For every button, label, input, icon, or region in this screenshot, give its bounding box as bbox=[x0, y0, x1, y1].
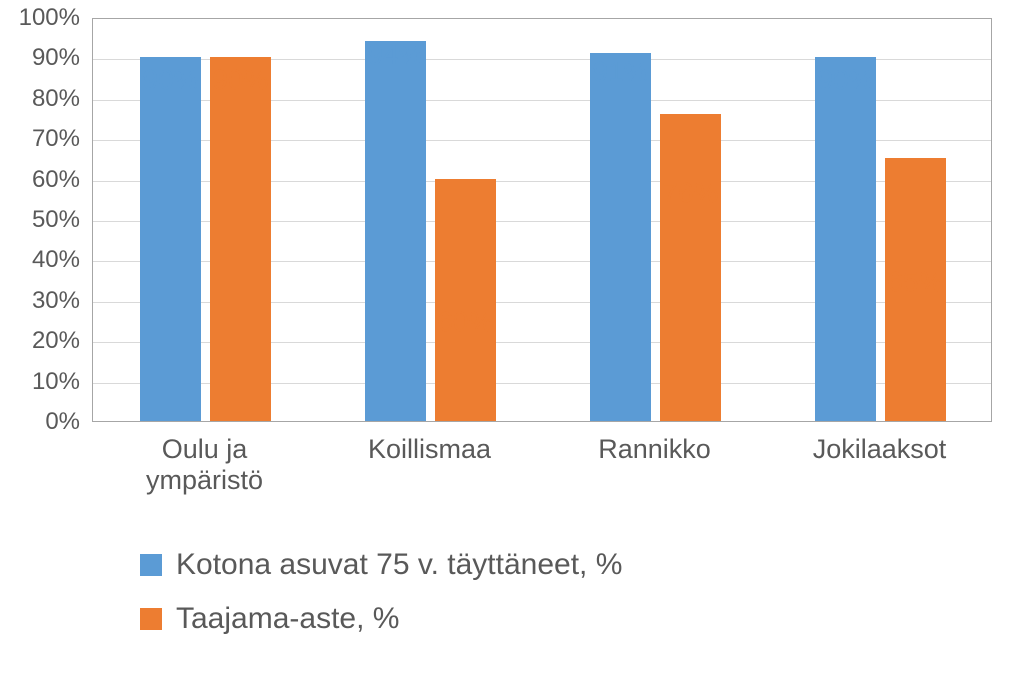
bar-group: 90% 65% bbox=[815, 19, 946, 421]
y-tick-label: 60% bbox=[0, 166, 80, 194]
y-tick-label: 30% bbox=[0, 287, 80, 315]
plot-area: 90% 90% 94% 60% 91% 76% 90% 65% bbox=[92, 18, 992, 422]
bar-value-label: 90% bbox=[143, 64, 199, 96]
bar-group: 91% 76% bbox=[590, 19, 721, 421]
bar-value-label: 76% bbox=[662, 177, 718, 209]
bar-value-label: 65% bbox=[887, 266, 943, 298]
bar: 60% bbox=[435, 179, 496, 421]
x-category-label: Koillismaa bbox=[307, 434, 552, 465]
x-category-label: Jokilaaksot bbox=[757, 434, 1002, 465]
y-tick-label: 50% bbox=[0, 206, 80, 234]
bar-group: 94% 60% bbox=[365, 19, 496, 421]
y-tick-label: 90% bbox=[0, 44, 80, 72]
legend-swatch bbox=[140, 608, 162, 630]
legend-swatch bbox=[140, 554, 162, 576]
legend-label: Taajama-aste, % bbox=[176, 602, 399, 636]
bar-value-label: 90% bbox=[818, 64, 874, 96]
y-tick-label: 10% bbox=[0, 368, 80, 396]
bar: 94% bbox=[365, 41, 426, 421]
y-tick-label: 80% bbox=[0, 85, 80, 113]
y-tick-label: 20% bbox=[0, 327, 80, 355]
bar-group: 90% 90% bbox=[140, 19, 271, 421]
bar: 90% bbox=[140, 57, 201, 421]
bar: 91% bbox=[590, 53, 651, 421]
bar: 90% bbox=[210, 57, 271, 421]
bar: 65% bbox=[885, 158, 946, 421]
y-tick-label: 100% bbox=[0, 4, 80, 32]
y-tick-label: 0% bbox=[0, 408, 80, 436]
x-category-label: Rannikko bbox=[532, 434, 777, 465]
bar-value-label: 91% bbox=[593, 56, 649, 88]
legend-label: Kotona asuvat 75 v. täyttäneet, % bbox=[176, 548, 622, 582]
x-category-label: Oulu jaympäristö bbox=[82, 434, 327, 496]
grouped-bar-chart: 90% 90% 94% 60% 91% 76% 90% 65% 0% 10% 20% 30% 40% 50… bbox=[0, 0, 1010, 699]
y-tick-label: 70% bbox=[0, 125, 80, 153]
bar-value-label: 60% bbox=[437, 306, 493, 338]
bar: 90% bbox=[815, 57, 876, 421]
bar-value-label: 94% bbox=[368, 39, 424, 71]
legend-item: Kotona asuvat 75 v. täyttäneet, % bbox=[140, 548, 1010, 582]
bar-value-label: 90% bbox=[212, 64, 268, 96]
y-tick-label: 40% bbox=[0, 246, 80, 274]
legend-item: Taajama-aste, % bbox=[140, 602, 1010, 636]
legend: Kotona asuvat 75 v. täyttäneet, % Taajama… bbox=[0, 548, 1010, 656]
bar: 76% bbox=[660, 114, 721, 421]
